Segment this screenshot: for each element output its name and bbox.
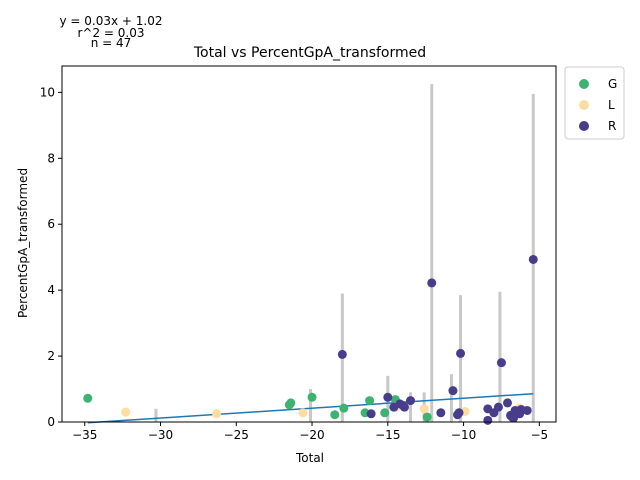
point-g-3 bbox=[307, 392, 317, 402]
y-tick-label-3: 6 bbox=[47, 217, 55, 231]
point-r-8 bbox=[436, 408, 446, 418]
legend-label-l: L bbox=[608, 98, 615, 112]
point-l-1 bbox=[212, 409, 222, 419]
point-r-9 bbox=[448, 386, 458, 396]
point-g-4 bbox=[330, 410, 340, 420]
legend-marker-l bbox=[579, 100, 589, 110]
y-axis-ticks: 0 2 4 6 8 10 bbox=[40, 85, 62, 429]
regression-line bbox=[87, 392, 534, 424]
y-axis-label: PercentGpA_transformed bbox=[16, 168, 30, 318]
x-tick-label-3: −20 bbox=[299, 428, 324, 442]
point-l-4 bbox=[419, 404, 429, 414]
x-axis-label: Total bbox=[295, 451, 324, 465]
x-tick-label-0: −35 bbox=[72, 428, 97, 442]
point-r-28 bbox=[398, 401, 408, 411]
point-r-0 bbox=[337, 349, 347, 359]
r-squared-label: r^2 = 0.03 bbox=[77, 26, 144, 40]
point-r-25 bbox=[522, 405, 532, 415]
y-tick-label-5: 10 bbox=[40, 85, 55, 99]
point-g-0 bbox=[83, 393, 93, 403]
point-l-0 bbox=[121, 407, 131, 417]
chart-title: Total vs PercentGpA_transformed bbox=[193, 45, 426, 61]
point-r-11 bbox=[454, 408, 464, 418]
y-tick-label-4: 8 bbox=[47, 151, 55, 165]
x-tick-label-6: −5 bbox=[530, 428, 548, 442]
point-g-5 bbox=[339, 403, 349, 413]
data-points bbox=[83, 254, 538, 425]
y-tick-label-2: 4 bbox=[47, 283, 55, 297]
point-g-10 bbox=[422, 412, 432, 422]
point-g-8 bbox=[380, 408, 390, 418]
x-axis-ticks: −35 −30 −25 −20 −15 −10 −5 bbox=[72, 422, 548, 442]
legend-marker-g bbox=[579, 79, 589, 89]
point-r-1 bbox=[366, 409, 376, 419]
point-l-2 bbox=[298, 408, 308, 418]
error-bars bbox=[154, 84, 535, 422]
n-count-label: n = 47 bbox=[91, 36, 132, 50]
x-tick-label-1: −30 bbox=[148, 428, 173, 442]
y-tick-label-1: 2 bbox=[47, 349, 55, 363]
x-tick-label-4: −15 bbox=[375, 428, 400, 442]
point-r-17 bbox=[496, 358, 506, 368]
point-r-12 bbox=[456, 348, 466, 358]
point-g-2 bbox=[286, 398, 296, 408]
point-r-18 bbox=[503, 398, 513, 408]
regression-equation: y = 0.03x + 1.02 bbox=[59, 14, 162, 28]
regression-line-group bbox=[87, 392, 534, 424]
legend-label-g: G bbox=[608, 77, 617, 91]
legend-label-r: R bbox=[608, 119, 616, 133]
plot-frame bbox=[61, 65, 557, 423]
y-tick-label-0: 0 bbox=[47, 415, 55, 429]
point-r-26 bbox=[528, 254, 538, 264]
point-g-7 bbox=[365, 396, 375, 406]
point-r-16 bbox=[493, 402, 503, 412]
legend-marker-r bbox=[579, 121, 589, 131]
point-r-13 bbox=[483, 415, 493, 425]
point-r-6 bbox=[406, 396, 416, 406]
point-r-27 bbox=[507, 412, 517, 422]
x-tick-label-5: −10 bbox=[451, 428, 476, 442]
x-tick-label-2: −25 bbox=[224, 428, 249, 442]
point-r-2 bbox=[383, 392, 393, 402]
legend: GLR bbox=[564, 66, 625, 140]
point-r-7 bbox=[427, 278, 437, 288]
